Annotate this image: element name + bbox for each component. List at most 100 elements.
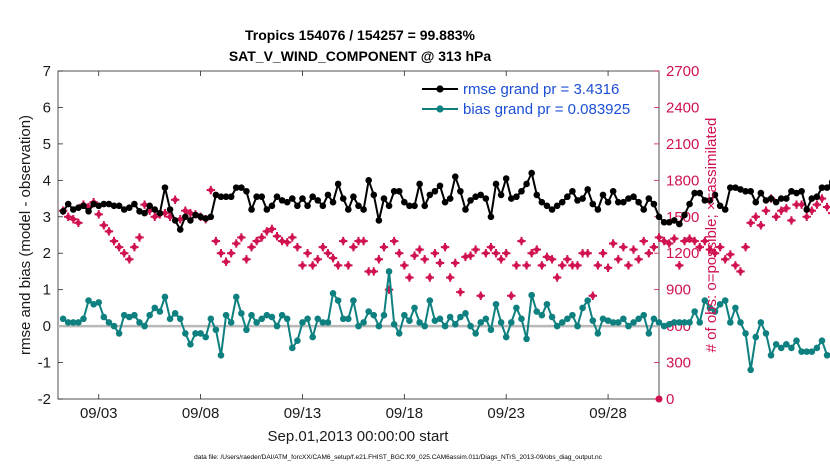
possible-point <box>272 232 282 241</box>
rmse-point <box>716 202 724 210</box>
possible-point-dot <box>580 250 586 256</box>
possible-point-dot <box>294 244 300 250</box>
rmse-point <box>472 193 479 201</box>
bias-point <box>599 315 607 323</box>
possible-point <box>517 236 526 246</box>
rmse-point <box>187 217 194 224</box>
possible-point-dot <box>681 238 688 244</box>
bias-point <box>161 293 169 301</box>
bias-point <box>589 317 597 324</box>
bias-point <box>732 304 739 312</box>
x-tick-label: 09/18 <box>386 405 424 422</box>
possible-point-dot <box>248 244 255 250</box>
possible-point <box>303 249 312 258</box>
possible-point-dot <box>172 197 178 203</box>
possible-point <box>135 233 144 242</box>
rmse-point <box>507 195 515 202</box>
bias-point <box>385 268 393 275</box>
bias-point <box>95 299 103 306</box>
possible-point-dot <box>544 254 550 260</box>
possible-point <box>552 273 562 282</box>
rmse-point <box>314 197 322 204</box>
possible-point-dot <box>345 262 351 268</box>
possible-point <box>379 242 389 252</box>
rmse-point <box>599 191 607 199</box>
rmse-point <box>553 202 561 210</box>
possible-point <box>502 249 511 258</box>
rmse-point <box>273 193 281 201</box>
rmse-point <box>686 200 693 208</box>
possible-point-dot <box>676 262 682 268</box>
possible-point-dot <box>141 202 148 208</box>
bias-point <box>197 330 204 337</box>
rmse-point <box>467 197 474 204</box>
bias-point <box>329 290 337 297</box>
chart-title: Tropics 154076 / 154257 = 99.883% <box>245 27 476 43</box>
rmse-point <box>558 198 566 206</box>
possible-point <box>400 261 409 270</box>
rmse-point <box>650 200 658 208</box>
bias-point <box>640 311 648 319</box>
bias-point <box>777 344 785 352</box>
bias-point <box>380 311 388 319</box>
y-right-tick-label: 900 <box>666 282 691 299</box>
bias-point <box>288 344 296 352</box>
rmse-point <box>538 198 546 206</box>
possible-point <box>440 242 450 252</box>
bias-point <box>324 319 332 326</box>
y-tick-label: 3 <box>43 209 51 226</box>
possible-point-dot <box>360 238 367 244</box>
x-axis-ticks: 09/03 09/08 09/13 09/18 09/23 09/28 <box>80 71 627 422</box>
possible-point-dot <box>549 256 555 262</box>
bias-point <box>650 315 658 323</box>
y-tick-label: 6 <box>43 99 51 116</box>
rmse-point <box>278 197 286 204</box>
possible-point <box>221 257 231 266</box>
possible-point <box>415 245 424 254</box>
bias-point <box>187 341 194 348</box>
possible-point-dot <box>534 246 540 253</box>
y-tick-label: 1 <box>43 282 51 299</box>
rmse-point <box>192 211 199 219</box>
rmse-point <box>574 197 581 204</box>
possible-point <box>496 255 506 264</box>
possible-point-dot <box>401 262 407 268</box>
possible-point <box>451 258 460 268</box>
rmse-point <box>502 175 510 182</box>
rmse-point <box>365 177 372 184</box>
bias-point <box>772 341 780 348</box>
rmse-point <box>752 198 760 206</box>
rmse-point <box>59 208 67 215</box>
possible-point-dot <box>666 240 672 247</box>
possible-point-dot <box>376 256 382 262</box>
possible-point <box>685 234 694 243</box>
rmse-point <box>757 189 765 197</box>
rmse-point <box>253 193 260 201</box>
possible-point-dot <box>274 233 280 239</box>
bias-point <box>635 315 642 323</box>
possible-point <box>298 261 307 270</box>
possible-point <box>787 216 796 225</box>
bias-point <box>339 315 347 323</box>
possible-point-dot <box>564 256 570 262</box>
possible-point <box>619 242 628 252</box>
bias-point <box>176 315 184 323</box>
rmse-point <box>426 191 434 199</box>
possible-point-dot <box>824 204 830 210</box>
possible-point-dot <box>686 236 693 242</box>
rmse-point <box>217 193 225 201</box>
possible-point <box>675 261 684 270</box>
bias-point <box>711 308 719 315</box>
possible-point <box>507 291 516 300</box>
bias-point <box>100 313 108 321</box>
possible-point <box>206 185 215 195</box>
chart-subtitle: SAT_V_WIND_COMPONENT @ 313 hPa <box>229 48 492 64</box>
possible-point <box>629 245 638 254</box>
possible-point <box>237 233 246 242</box>
rmse-point <box>406 202 413 210</box>
possible-point-dot <box>167 214 173 220</box>
bias-point <box>492 300 500 308</box>
possible-point-dot <box>763 208 769 214</box>
possible-point <box>69 215 78 224</box>
bias-point <box>426 297 434 304</box>
